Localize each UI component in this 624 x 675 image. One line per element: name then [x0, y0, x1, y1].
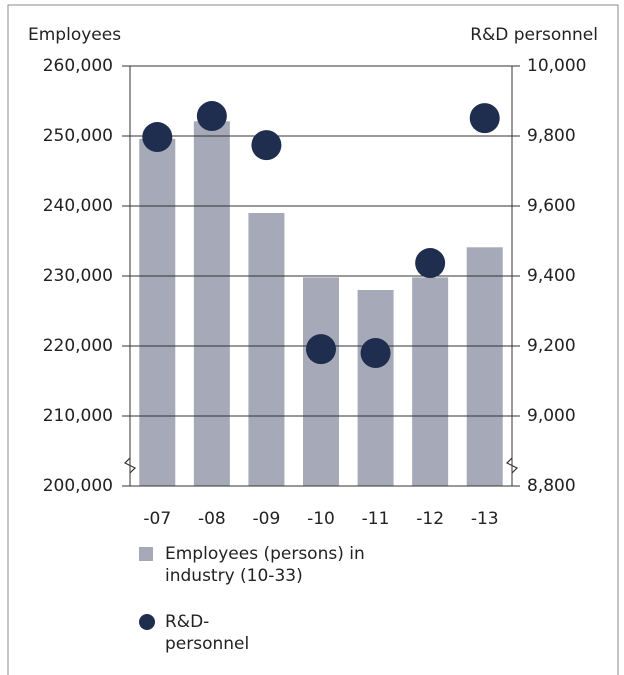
dot	[251, 130, 282, 161]
x-tick-label: -08	[198, 509, 226, 529]
legend-swatch	[139, 614, 155, 630]
y2-tick-label: 8,800	[527, 476, 576, 496]
x-tick-label: -07	[143, 509, 171, 529]
axis-break	[505, 457, 519, 474]
y2-tick-label: 9,600	[527, 196, 576, 216]
y2-tick-label: 9,200	[527, 336, 576, 356]
legend-label: R&D-personnel	[165, 612, 250, 654]
bar	[357, 290, 394, 486]
x-tick-label: -12	[416, 509, 444, 529]
y2-axis-title: R&D personnel	[470, 25, 598, 45]
axis-break	[123, 457, 137, 474]
x-tick-label: -11	[362, 509, 390, 529]
dot	[196, 101, 227, 132]
bar	[193, 121, 230, 487]
dot	[469, 103, 500, 134]
frame	[7, 4, 619, 675]
bar	[303, 277, 339, 486]
x-tick-label: -10	[307, 509, 335, 529]
bar	[466, 247, 503, 486]
dot	[142, 122, 173, 153]
dot	[306, 334, 336, 365]
x-tick-label: -09	[253, 509, 281, 529]
y-tick-label: 200,000	[43, 476, 113, 496]
y-tick-label: 220,000	[43, 336, 113, 356]
dot	[415, 248, 446, 279]
y2-tick-label: 9,400	[527, 266, 576, 286]
bar	[412, 277, 449, 486]
y2-tick-label: 9,000	[527, 406, 576, 426]
y-tick-label: 240,000	[43, 196, 113, 216]
legend-label: Employees (persons) in industry (10-33)	[165, 544, 365, 586]
y-tick-label: 250,000	[43, 126, 113, 146]
bar	[139, 138, 176, 487]
y2-tick-label: 10,000	[527, 56, 586, 76]
y-axis-title: Employees	[28, 25, 121, 45]
x-tick-label: -13	[471, 509, 499, 529]
bar	[248, 213, 285, 486]
y-tick-label: 260,000	[43, 56, 113, 76]
y2-tick-label: 9,800	[527, 126, 576, 146]
dot	[360, 338, 391, 368]
legend-swatch	[139, 547, 153, 561]
y-tick-label: 210,000	[43, 406, 113, 426]
y-tick-label: 230,000	[43, 266, 113, 286]
